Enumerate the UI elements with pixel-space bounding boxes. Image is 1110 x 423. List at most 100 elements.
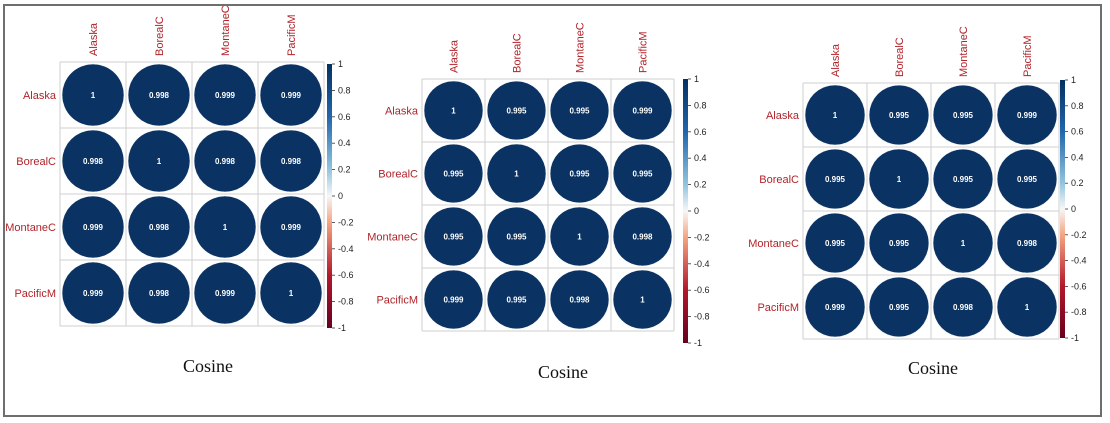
column-label-borealc: BorealC [154, 16, 166, 56]
corr-circle-0-1 [127, 63, 191, 127]
column-label-montanec: MontaneC [575, 22, 587, 73]
colorbar-tick-label: 0.2 [1071, 178, 1084, 188]
corr-circle-2-1 [127, 195, 191, 259]
corr-value-1-0: 0.995 [825, 175, 846, 184]
colorbar-tick-label: -0.4 [694, 259, 710, 269]
corr-circle-1-2 [549, 143, 610, 204]
corr-value-1-0: 0.998 [83, 157, 104, 166]
corr-circle-0-3 [259, 63, 323, 127]
corr-circle-0-1 [486, 80, 547, 141]
colorbar-tick-label: -1 [1071, 333, 1079, 343]
colorbar-tick-label: 0 [694, 206, 699, 216]
corr-circle-0-2 [193, 63, 257, 127]
corr-circle-1-2 [193, 129, 257, 193]
caption-1: Cosine [183, 356, 234, 376]
colorbar-tick-label: 0.2 [338, 165, 351, 175]
colorbar-tick-label: -0.4 [1071, 256, 1087, 266]
corr-circle-3-1 [868, 276, 930, 338]
corr-value-1-3: 0.995 [632, 170, 653, 179]
corr-value-0-3: 0.999 [632, 107, 653, 116]
row-label-pacificm: PacificM [757, 302, 799, 314]
colorbar-tick-label: 0.4 [338, 138, 351, 148]
colorbar-tick-label: -0.2 [694, 232, 710, 242]
corr-circle-2-1 [868, 212, 930, 274]
column-label-borealc: BorealC [894, 37, 906, 77]
corr-circle-2-1 [486, 206, 547, 267]
corr-value-1-1: 1 [514, 170, 519, 179]
corr-circle-1-1 [127, 129, 191, 193]
corr-value-0-0: 1 [451, 107, 456, 116]
column-label-pacificm: PacificM [1022, 35, 1034, 77]
corr-value-0-0: 1 [833, 111, 838, 120]
row-label-montanec: MontaneC [5, 222, 56, 234]
corr-value-0-1: 0.998 [149, 91, 170, 100]
figure-frame: Alaska BorealC MontaneC PacificM Alaska Borea… [3, 4, 1102, 417]
corr-value-2-1: 0.995 [889, 239, 910, 248]
colorbar-tick-label: -0.4 [338, 244, 354, 254]
corr-value-0-2: 0.999 [215, 91, 236, 100]
corr-circle-2-0 [61, 195, 125, 259]
corr-circle-0-1 [868, 84, 930, 146]
colorbar-tick-label: 0.6 [694, 127, 707, 137]
corr-circle-0-0 [423, 80, 484, 141]
corr-circle-2-2 [193, 195, 257, 259]
caption-2: Cosine [538, 362, 589, 382]
corr-value-2-0: 0.999 [83, 223, 104, 232]
corr-value-1-1: 1 [157, 157, 162, 166]
colorbar-tick-label: 0.8 [1071, 101, 1084, 111]
row-label-alaska: Alaska [766, 110, 800, 122]
corr-circle-0-0 [61, 63, 125, 127]
colorbar [327, 64, 332, 328]
colorbar-tick-label: 0.2 [694, 180, 707, 190]
corr-value-2-3: 0.998 [1017, 239, 1038, 248]
row-label-montanec: MontaneC [367, 232, 418, 244]
corrplot-2: Alaska BorealC MontaneC PacificM Alaska Borea… [367, 22, 710, 348]
corr-circle-2-0 [423, 206, 484, 267]
colorbar-tick-label: -0.8 [694, 312, 710, 322]
row-label-borealc: BorealC [378, 169, 418, 181]
corr-value-3-0: 0.999 [825, 303, 846, 312]
corr-circle-0-2 [932, 84, 994, 146]
colorbar-tick-label: -0.8 [338, 297, 354, 307]
colorbar-tick-label: 1 [694, 74, 699, 84]
corr-value-3-3: 1 [289, 289, 294, 298]
corr-value-3-1: 0.995 [889, 303, 910, 312]
colorbar-tick-label: -0.6 [338, 270, 354, 280]
colorbar-tick-label: 0.6 [338, 112, 351, 122]
corr-value-2-1: 0.995 [506, 233, 527, 242]
corr-value-1-3: 0.998 [281, 157, 302, 166]
corr-value-3-1: 0.998 [149, 289, 170, 298]
corr-value-2-2: 1 [577, 233, 582, 242]
corr-value-2-3: 0.998 [632, 233, 653, 242]
corr-value-3-1: 0.995 [506, 296, 527, 305]
corr-value-2-0: 0.995 [443, 233, 464, 242]
corr-circle-1-3 [996, 148, 1058, 210]
column-label-pacificm: PacificM [286, 14, 298, 56]
colorbar-tick-label: 0.4 [1071, 152, 1084, 162]
corr-value-2-2: 1 [961, 239, 966, 248]
corr-value-1-2: 0.995 [569, 170, 590, 179]
corr-circle-3-3 [259, 261, 323, 325]
corr-circle-3-1 [486, 269, 547, 330]
corr-circle-0-3 [612, 80, 673, 141]
colorbar-tick-label: -1 [338, 323, 346, 333]
colorbar-tick-label: 0.6 [1071, 127, 1084, 137]
corr-value-1-3: 0.995 [1017, 175, 1038, 184]
corr-circle-1-0 [423, 143, 484, 204]
colorbar-tick-label: -0.8 [1071, 307, 1087, 317]
column-label-montanec: MontaneC [220, 6, 232, 56]
corr-value-3-3: 1 [1025, 303, 1030, 312]
column-label-alaska: Alaska [88, 22, 100, 56]
corr-circle-1-0 [61, 129, 125, 193]
corr-circle-2-2 [549, 206, 610, 267]
colorbar-tick-label: -1 [694, 338, 702, 348]
corr-value-1-2: 0.998 [215, 157, 236, 166]
colorbar-tick-label: -0.6 [694, 285, 710, 295]
corr-circle-2-3 [996, 212, 1058, 274]
colorbar-tick-label: -0.6 [1071, 281, 1087, 291]
corr-value-0-2: 0.995 [569, 107, 590, 116]
corr-circle-0-0 [804, 84, 866, 146]
corr-circle-3-3 [996, 276, 1058, 338]
corr-circle-3-0 [804, 276, 866, 338]
corr-circle-1-3 [259, 129, 323, 193]
